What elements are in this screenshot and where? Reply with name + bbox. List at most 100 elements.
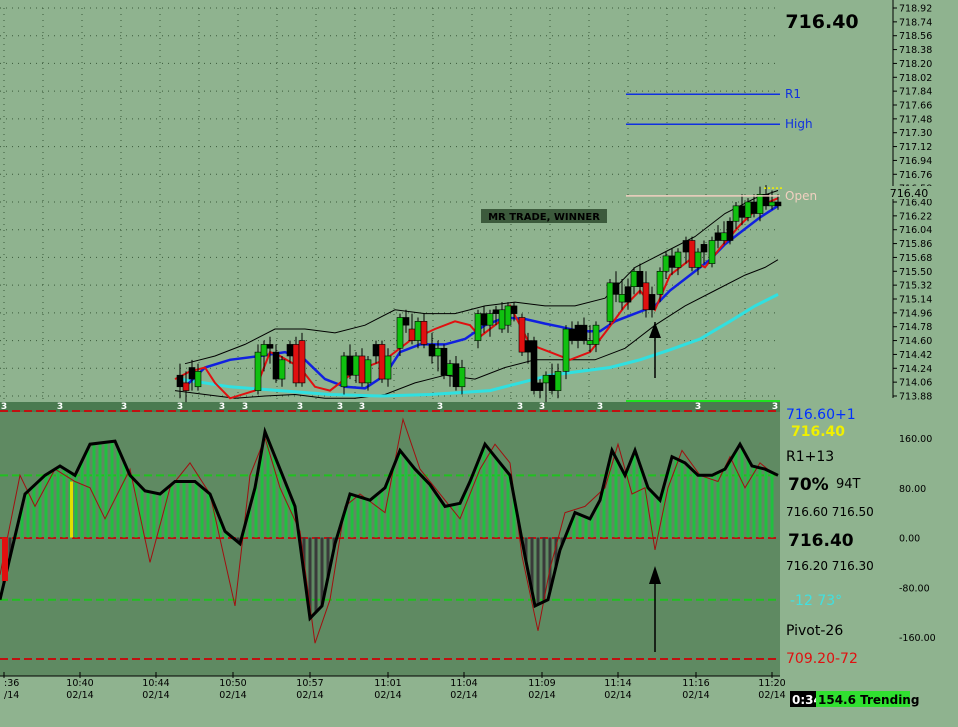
histogram-bar xyxy=(632,452,636,538)
time-axis-time-label: 10:57 xyxy=(296,678,323,689)
histogram-bar xyxy=(422,478,426,538)
price-axis-tick-label: 717.66 xyxy=(899,101,932,112)
candle-body xyxy=(642,282,650,311)
histogram-bar xyxy=(524,537,528,562)
histogram-bar xyxy=(542,537,546,602)
time-axis-time-label: 10:44 xyxy=(142,678,169,689)
price-axis-bg xyxy=(886,0,958,400)
candle-body xyxy=(530,340,538,391)
price-panel: R1 High Open 3 3 3 3 3 3 3 3 3 3 3 3 3 3 3 xyxy=(1,87,817,412)
oscillator-axis-tick-label: 0.00 xyxy=(899,534,920,545)
time-axis-date-label: 02/14 xyxy=(604,690,631,701)
histogram-bar xyxy=(284,484,288,538)
candle-body xyxy=(714,232,722,241)
histogram-bar xyxy=(680,461,684,538)
oscillator-panel xyxy=(0,410,780,660)
candle-body xyxy=(720,232,728,241)
histogram-bar xyxy=(218,518,222,538)
histogram-bar xyxy=(176,481,180,538)
time-axis-time-label: 10:40 xyxy=(66,678,93,689)
histogram-bar xyxy=(356,496,360,538)
signal-marker: 3 xyxy=(337,402,343,412)
histogram-bar xyxy=(146,491,150,538)
histogram-bar xyxy=(464,490,468,538)
time-axis-date-label: 02/14 xyxy=(528,690,555,701)
price-arrow-head xyxy=(649,322,661,338)
histogram-bar xyxy=(638,464,642,538)
candle-body xyxy=(708,240,716,264)
histogram-bar xyxy=(98,442,102,538)
time-axis-time-label: 11:09 xyxy=(528,678,555,689)
histogram-bar xyxy=(710,475,714,538)
histogram-bar xyxy=(152,492,156,538)
price-axis-tick-label: 718.02 xyxy=(899,73,932,84)
candle-body xyxy=(292,344,300,384)
histogram-bar xyxy=(698,475,702,538)
candle-body xyxy=(732,205,740,222)
candle-body xyxy=(682,240,690,253)
candle-body xyxy=(510,305,518,314)
candle-body xyxy=(618,294,626,303)
price-axis-tick-label: 714.96 xyxy=(899,308,932,319)
oscillator-background xyxy=(0,412,780,676)
oscillator-axis-tick-label: -80.00 xyxy=(899,583,930,594)
histogram-bar xyxy=(302,537,306,574)
histogram-bar xyxy=(80,460,84,538)
histogram-bar xyxy=(536,537,540,605)
histogram-bar xyxy=(494,457,498,538)
histogram-bar xyxy=(416,472,420,538)
candle-body xyxy=(648,294,656,311)
histogram-bar xyxy=(266,439,270,538)
price-axis-tick-label: 716.04 xyxy=(899,225,932,236)
candle-body xyxy=(480,313,488,326)
histogram-bar xyxy=(692,471,696,538)
candle-body xyxy=(726,220,734,241)
histogram-bar xyxy=(206,492,210,538)
candle-body xyxy=(440,347,448,376)
time-axis-time-label: 11:16 xyxy=(682,678,709,689)
candle-body xyxy=(408,328,416,341)
price-box-negs: -12 73° xyxy=(790,593,842,609)
price-axis-tick-label: 718.38 xyxy=(899,45,932,56)
histogram-bar xyxy=(194,482,198,538)
oscillator-arrow-head xyxy=(649,566,661,584)
price-axis-tick-label: 718.20 xyxy=(899,59,932,70)
histogram-bar xyxy=(134,481,138,538)
histogram-bar xyxy=(20,506,24,538)
candle-body xyxy=(458,367,466,388)
candle-body xyxy=(774,201,782,207)
histogram-bar xyxy=(212,503,216,538)
histogram-bar xyxy=(410,465,414,538)
histogram-bar xyxy=(278,469,282,538)
candle-body xyxy=(176,374,184,388)
histogram-bar xyxy=(434,493,438,538)
histogram-bar xyxy=(128,475,132,538)
signal-marker: 3 xyxy=(539,402,545,412)
histogram-bar xyxy=(122,461,126,538)
histogram-bar xyxy=(554,537,558,567)
price-box-ticks: 94T xyxy=(836,477,861,492)
current-price-display: 716.40 xyxy=(785,11,858,33)
candle-body xyxy=(384,355,392,380)
time-axis-date-label: 02/14 xyxy=(374,690,401,701)
histogram-bar xyxy=(596,503,600,538)
price-axis-tick-label: 714.24 xyxy=(899,364,932,375)
histogram-bar xyxy=(704,475,708,538)
histogram-bar xyxy=(626,467,630,538)
time-axis-time-label: :36 xyxy=(4,678,19,689)
status-badge xyxy=(816,691,910,707)
histogram-bar xyxy=(140,487,144,538)
price-box-pct: 70% xyxy=(788,475,829,495)
price-axis: 718.92 718.74 718.56 718.38 718.20 718.02 717.… xyxy=(886,0,958,403)
histogram-bar xyxy=(290,498,294,538)
price-box-r1: R1+13 xyxy=(786,449,834,465)
candle-body xyxy=(738,205,746,218)
signal-marker: 3 xyxy=(57,402,63,412)
histogram-bar xyxy=(476,461,480,538)
price-axis-tick-label: 718.92 xyxy=(899,4,932,15)
time-axis-date-label: 02/14 xyxy=(66,690,93,701)
time-axis-date-label: 02/14 xyxy=(682,690,709,701)
histogram-bar xyxy=(440,502,444,538)
price-axis-tick-label: 714.78 xyxy=(899,322,932,333)
candle-body xyxy=(498,309,506,330)
